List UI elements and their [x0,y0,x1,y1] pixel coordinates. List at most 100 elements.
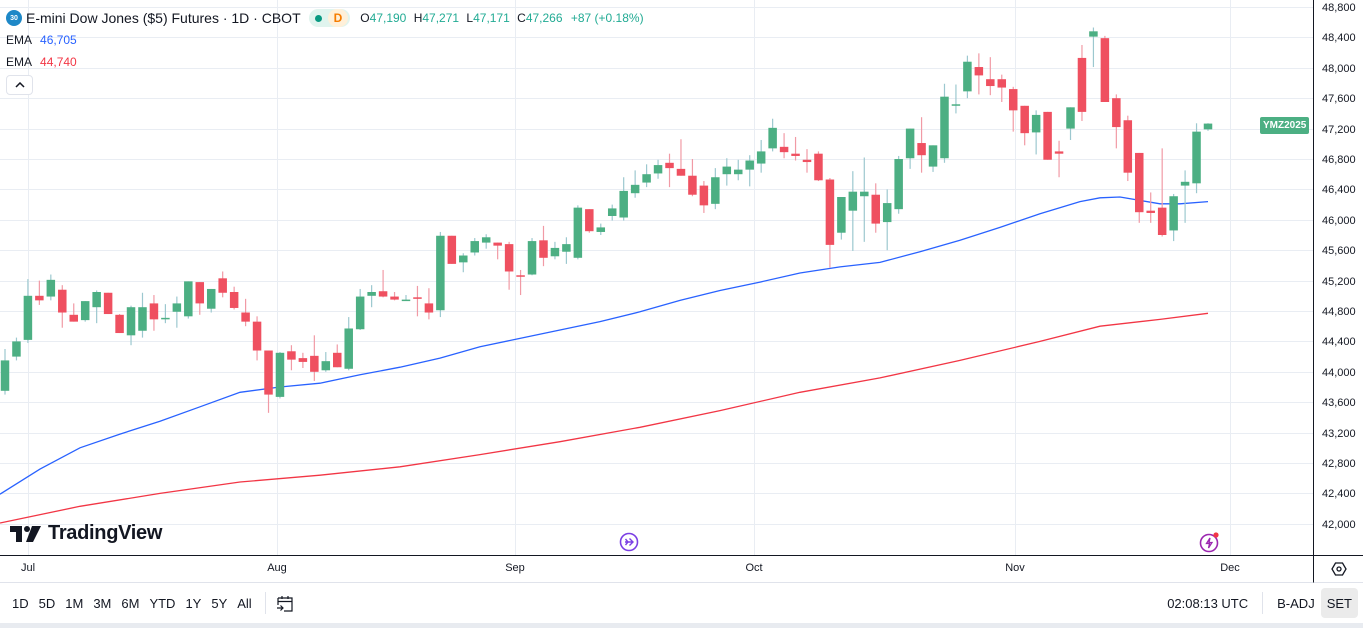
candle [1066,107,1075,129]
candle [802,159,812,163]
candle [1123,120,1133,173]
candle [642,174,651,183]
candle [814,153,823,181]
candle [1031,114,1041,133]
dividend-event-icon[interactable] [619,532,639,552]
range-ytd-button[interactable]: YTD [149,595,176,611]
candle [1089,31,1098,37]
candle [80,301,90,321]
earnings-flash-event-icon[interactable] [1199,531,1221,553]
market-status-badge[interactable]: D [308,9,351,27]
candle [206,288,216,309]
candle [252,321,262,351]
candle [619,190,628,218]
price-plot[interactable] [0,0,1313,555]
range-1m-button[interactable]: 1M [65,595,84,611]
candle [436,235,445,311]
candle [378,291,388,297]
candle [1203,123,1213,130]
time-axis-label: Sep [505,562,525,574]
candle [585,209,594,232]
ohlc-values: O47,190 H47,271 L47,171 C47,266 +87 (+0.… [356,11,643,25]
tradingview-logo[interactable]: TradingView [10,522,162,545]
open-label: O [360,11,370,25]
range-3m-button[interactable]: 3M [93,595,112,611]
candle [917,143,926,156]
go-to-date-button[interactable] [274,592,296,614]
candle [1146,210,1155,213]
range-5d-button[interactable]: 5D [38,595,56,611]
session-toggle-button[interactable]: SET [1320,588,1358,618]
candle [264,350,273,395]
indicator-label: EMA [6,33,33,47]
time-axis-label: Jul [20,562,36,574]
candle [527,241,537,275]
settings-hexagon-icon [1330,562,1347,576]
chevron-up-icon [14,82,25,88]
timezone-clock-button[interactable]: 02:08:13 UTC [1167,595,1249,611]
price-axis-label: 44,800 [1322,305,1356,318]
change-value: +87 (+0.18%) [570,11,644,25]
indicator-ema-fast[interactable]: EMA 46,705 [6,29,644,51]
symbol-row[interactable]: 30 E-mini Dow Jones ($5) Futures · 1D · … [6,7,644,29]
time-axis[interactable]: Jul Aug Sep Oct Nov Dec [0,555,1313,583]
candle [562,244,571,252]
candle [401,299,411,302]
candle [115,314,124,334]
back-adjustment-button[interactable]: B-ADJ [1277,595,1315,611]
candle [333,352,342,368]
candle [1020,105,1029,134]
price-axis-label: 44,400 [1322,335,1356,348]
candle [1157,207,1167,235]
range-all-button[interactable]: All [237,595,252,611]
price-axis-label: 46,400 [1322,183,1356,196]
candle [688,175,697,195]
symbol-price-tag: YMZ2025 [1260,117,1310,134]
candle [275,352,285,397]
candle [986,79,995,87]
range-1d-button[interactable]: 1D [12,595,29,611]
candle [963,61,972,92]
indicator-ema-slow[interactable]: EMA 44,740 [6,51,644,73]
candle [126,307,136,336]
indicator-value: 44,740 [40,55,77,69]
candle [424,303,434,313]
candle [539,240,548,258]
collapse-legend-button[interactable] [6,75,33,95]
price-axis-label: 48,800 [1322,1,1356,14]
price-axis-label: 48,000 [1322,62,1356,75]
candle [46,279,56,297]
symbol-logo: 30 [6,10,22,26]
candle [997,79,1007,88]
range-1y-button[interactable]: 1Y [185,595,202,611]
tradingview-logo-icon [10,525,41,542]
symbol-title[interactable]: E-mini Dow Jones ($5) Futures · 1D · CBO… [26,10,301,26]
candle [161,317,170,320]
range-6m-button[interactable]: 6M [121,595,140,611]
candle [321,361,331,371]
chart-settings-button[interactable] [1313,555,1363,583]
price-axis-label: 48,400 [1322,31,1356,44]
calendar-goto-icon [276,596,293,612]
candle [722,166,732,175]
candle [756,151,766,164]
candle [665,162,674,169]
price-axis-label: 43,200 [1322,427,1356,440]
candle [607,208,617,216]
toolbar-divider [264,592,266,614]
range-5y-button[interactable]: 5Y [211,595,228,611]
candle [367,292,376,296]
candle [779,146,789,153]
candle [298,358,308,362]
candle [871,194,880,224]
candle [1192,131,1201,184]
candle [459,255,468,263]
candle [630,184,640,194]
price-axis[interactable]: 48,800 48,400 48,000 47,600 47,200 46,800 46,4… [1313,0,1363,555]
candle [882,203,892,223]
candle [241,312,250,322]
time-axis-label: Aug [267,562,287,574]
low-label: L [466,11,474,25]
candle [447,235,457,264]
candle [951,104,961,106]
